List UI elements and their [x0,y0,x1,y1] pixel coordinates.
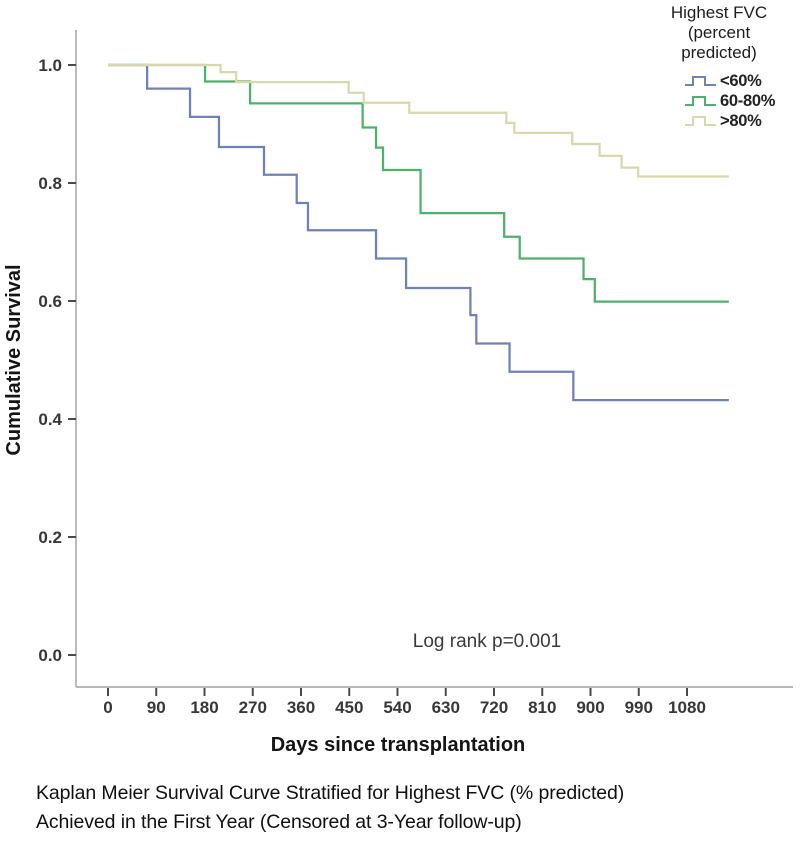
x-axis-ticks: 0 90 180 270 360 450 540 630 720 810 900 990 1080 [103,688,706,717]
x-axis-title: Days since transplantation [271,734,526,756]
legend-title: Highest FVC (percent predicted) [640,3,798,63]
y-tick-label: 0.8 [38,174,62,193]
x-tick-label: 720 [480,698,508,717]
y-tick-label: 0.0 [38,646,62,665]
x-tick-label: 360 [287,698,315,717]
caption-line-1: Kaplan Meier Survival Curve Stratified f… [36,782,625,804]
legend-entries: <60% 60-80% >80% [640,71,798,131]
figure-caption: Kaplan Meier Survival Curve Stratified f… [36,779,776,837]
x-tick-label: 180 [190,698,218,717]
step-line-swatch-icon [685,76,716,86]
y-tick-label: 0.4 [38,410,62,429]
plot-area: 1.0 0.8 0.6 0.4 0.2 0.0 0 90 180 270 360 450 540 630… [3,30,793,756]
caption-line-2: Achieved in the First Year (Censored at … [36,811,522,833]
x-tick-label: 810 [528,698,556,717]
km-curve-<60% [108,63,729,402]
x-tick-label: 990 [625,698,653,717]
legend-label: >80% [720,111,762,130]
y-tick-label: 0.2 [38,528,62,547]
x-tick-label: 630 [432,698,460,717]
x-tick-label: 1080 [668,698,706,717]
step-line-swatch-icon [685,116,716,126]
legend-title-line: (percent [687,23,751,42]
legend-label: <60% [720,71,762,90]
y-axis-ticks: 1.0 0.8 0.6 0.4 0.2 0.0 [38,56,76,665]
log-rank-annotation: Log rank p=0.001 [413,631,561,652]
legend-entry-lt60: <60% [684,71,798,91]
x-tick-label: 450 [335,698,363,717]
legend-entry-60-80: 60-80% [684,91,798,111]
x-tick-label: 0 [103,698,112,717]
x-tick-label: 540 [383,698,411,717]
legend-title-line: Highest FVC [670,3,768,22]
survival-curves [108,63,729,402]
legend: Highest FVC (percent predicted) <60% 60-… [640,3,798,131]
km-curve->80% [108,63,729,178]
step-line-swatch-icon [685,96,716,106]
x-tick-label: 900 [576,698,604,717]
y-axis-title: Cumulative Survival [3,264,25,455]
x-tick-label: 90 [147,698,166,717]
legend-title-line: predicted) [681,43,757,62]
legend-label: 60-80% [720,91,776,110]
legend-entry-gt80: >80% [684,111,798,131]
x-tick-label: 270 [239,698,267,717]
y-tick-label: 1.0 [38,56,62,75]
km-curve-60-80% [108,63,729,303]
y-tick-label: 0.6 [38,292,62,311]
